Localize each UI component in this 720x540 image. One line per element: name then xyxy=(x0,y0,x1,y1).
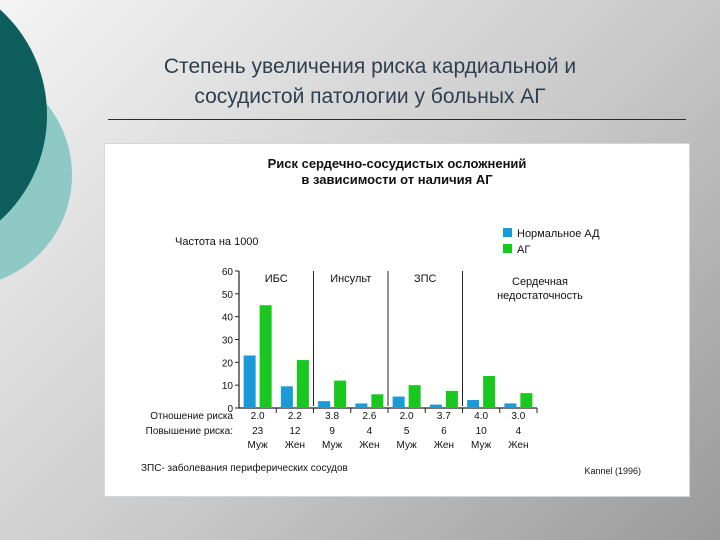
bar-ag-4 xyxy=(408,385,421,408)
group-label-stroke: Инсульт xyxy=(330,273,371,285)
risk-increase-value: 5 xyxy=(404,426,410,437)
group-label-ibs: ИБС xyxy=(265,273,288,285)
title-divider xyxy=(108,119,686,120)
risk-ratio-value: 2.0 xyxy=(251,411,265,422)
risk-ratio-value: 3.8 xyxy=(325,411,339,422)
risk-increase-value: 4 xyxy=(367,426,373,437)
bar-normal-7 xyxy=(504,403,517,408)
bar-ag-1 xyxy=(296,360,309,408)
group-label-hf-line2: недостаточность xyxy=(497,290,583,302)
sex-label: Жен xyxy=(508,440,528,451)
sex-label: Жен xyxy=(434,440,454,451)
y-tick-label: 20 xyxy=(222,358,234,369)
risk-ratio-value: 2.6 xyxy=(362,411,376,422)
sex-label: Жен xyxy=(359,440,379,451)
risk-increase-value: 9 xyxy=(329,426,335,437)
y-tick-label: 60 xyxy=(222,267,234,278)
risk-increase-value: 4 xyxy=(516,426,522,437)
bar-normal-0 xyxy=(243,355,256,408)
sex-label: Муж xyxy=(248,440,269,451)
group-label-zps: ЗПС xyxy=(414,273,437,285)
risk-increase-value: 23 xyxy=(252,426,264,437)
bar-normal-6 xyxy=(467,400,480,408)
bar-normal-3 xyxy=(355,403,368,408)
bar-ag-5 xyxy=(445,390,458,408)
y-tick-label: 40 xyxy=(222,313,234,324)
source: Kannel (1996) xyxy=(584,466,641,476)
dark-teal-circle xyxy=(0,9,47,221)
slide-title-line1: Степень увеличения риска кардиальной и xyxy=(163,55,577,78)
risk-increase-value: 10 xyxy=(476,426,488,437)
bar-normal-1 xyxy=(280,386,293,408)
bar-normal-2 xyxy=(318,401,331,408)
risk-ratio-value: 2.2 xyxy=(288,411,302,422)
footnote: ЗПС- заболевания периферических сосудов xyxy=(141,462,348,474)
risk-increase-value: 12 xyxy=(289,426,301,437)
y-tick-label: 30 xyxy=(222,336,234,347)
sex-label: Муж xyxy=(471,440,492,451)
bar-normal-4 xyxy=(392,396,405,408)
chart-panel: Риск сердечно-сосудистых осложнений в зав… xyxy=(104,143,690,497)
sex-label: Муж xyxy=(397,440,418,451)
legend-label-1: АГ xyxy=(517,244,530,256)
sex-label: Жен xyxy=(285,440,305,451)
group-label-hf-line1: Сердечная xyxy=(512,276,568,288)
chart-title-line1: Риск сердечно-сосудистых осложнений xyxy=(268,156,527,171)
legend-swatch-1 xyxy=(503,244,512,253)
y-tick-label: 0 xyxy=(227,404,233,415)
risk-ratio-value: 2.0 xyxy=(400,411,414,422)
bar-ag-2 xyxy=(334,380,347,408)
y-tick-label: 50 xyxy=(222,290,234,301)
decorative-circles xyxy=(0,0,120,300)
risk-ratio-value: 3.7 xyxy=(437,411,451,422)
risk-increase-value: 6 xyxy=(441,426,447,437)
bar-ag-7 xyxy=(520,393,533,408)
risk-ratio-value: 3.0 xyxy=(511,411,525,422)
bar-ag-0 xyxy=(259,305,272,408)
legend-label-0: Нормальное АД xyxy=(517,228,600,240)
risk-increase-label: Повышение риска: xyxy=(146,426,233,437)
slide-title: Степень увеличения риска кардиальной и с… xyxy=(110,52,630,112)
risk-ratio-label: Отношение риска xyxy=(150,411,233,422)
slide-title-line2: сосудистой патологии у больных АГ xyxy=(194,85,546,108)
chart-title-line2: в зависимости от наличия АГ xyxy=(301,172,493,187)
y-axis-label: Частота на 1000 xyxy=(175,236,259,248)
sex-label: Муж xyxy=(322,440,343,451)
legend-swatch-0 xyxy=(503,228,512,237)
bar-normal-5 xyxy=(429,404,442,408)
bar-ag-6 xyxy=(483,376,496,408)
bar-ag-3 xyxy=(371,394,384,408)
risk-ratio-value: 4.0 xyxy=(474,411,488,422)
y-tick-label: 10 xyxy=(222,381,234,392)
